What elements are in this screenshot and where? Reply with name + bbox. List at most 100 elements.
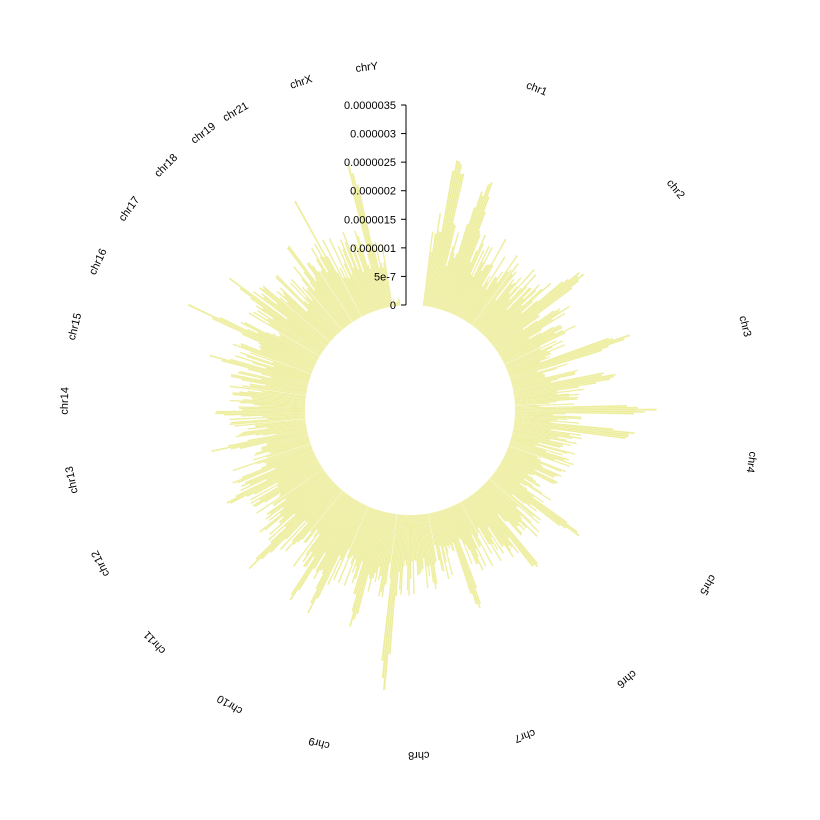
bar-chr21-8: [294, 200, 360, 319]
bar-chr6-30: [467, 497, 489, 528]
bar-chr18-7: [307, 310, 336, 337]
bar-chr2-42: [498, 318, 553, 354]
bar-chr8-7: [420, 514, 428, 567]
bar-chr3-12: [508, 338, 614, 376]
bar-chr6-25: [471, 494, 510, 546]
bar-chrX-26: [346, 163, 385, 309]
bar-chr6-11: [481, 486, 520, 527]
bar-chr18-0: [279, 297, 331, 342]
bar-chr9-11: [367, 512, 387, 592]
bar-chr6-5: [485, 482, 521, 517]
chromosome-label-chr3: chr3: [736, 315, 753, 339]
bar-chr6-8: [483, 484, 527, 529]
bar-chrX-19: [357, 247, 379, 311]
bar-chr6-3: [486, 481, 532, 523]
bar-chr14-15: [229, 399, 306, 405]
bar-chr13-12: [230, 431, 308, 450]
bar-chr6-12: [480, 486, 518, 527]
bar-chr1-2: [424, 233, 437, 307]
bar-chr4-8: [514, 413, 554, 416]
bar-chr6-27: [470, 495, 514, 558]
bar-chr10-21: [303, 496, 352, 567]
bar-chr5-27: [497, 467, 521, 484]
bar-chr2-10: [479, 269, 535, 332]
bar-chr2-29: [491, 271, 581, 345]
bar-chr17-2: [253, 311, 322, 355]
bar-chr2-47: [500, 326, 554, 358]
bar-chr4-11: [514, 415, 567, 420]
bar-chr1-5: [427, 231, 442, 307]
bar-chr2-36: [495, 328, 524, 350]
bar-chr6-29: [468, 496, 504, 548]
bar-chr4-30: [512, 433, 563, 446]
bar-chr14-16: [242, 399, 306, 405]
bar-chr2-27: [490, 281, 563, 343]
chromosome-label-chr16: chr16: [87, 247, 110, 277]
bar-chr7-24: [439, 510, 451, 545]
bar-chr14-14: [239, 401, 306, 406]
bar-chr1-47: [463, 275, 491, 320]
bar-chr16-18: [279, 335, 319, 359]
bar-chr2-46: [500, 332, 541, 358]
bar-chr7-36: [428, 513, 436, 546]
bar-chr14-0: [229, 417, 306, 425]
bar-chr4-3: [514, 406, 638, 410]
bar-chr3-5: [506, 344, 566, 370]
bar-chr2-2: [473, 271, 517, 327]
bar-chr11-15: [268, 480, 334, 541]
chromosome-label-chr21: chr21: [221, 100, 251, 124]
bar-chr7-9: [452, 505, 479, 565]
bar-chr4-2: [514, 404, 628, 409]
bar-chr7-31: [433, 512, 450, 580]
bar-chr11-18: [279, 478, 332, 524]
bar-chr17-16: [259, 287, 329, 345]
bar-chr21-3: [310, 248, 356, 321]
bar-chr1-14: [435, 265, 448, 309]
bar-chr4-23: [513, 426, 583, 440]
bar-chrX-30: [378, 267, 389, 308]
bar-chrX-18: [355, 244, 378, 311]
bar-chr8-28: [395, 514, 403, 597]
bar-chrX-22: [367, 264, 382, 310]
bar-chr9-14: [356, 511, 385, 614]
bar-chr9-16: [349, 511, 383, 627]
bar-chr3-43: [514, 398, 578, 404]
bar-chr10-28: [316, 492, 347, 531]
bar-chr3-4: [506, 350, 548, 369]
bar-chr19-8: [315, 280, 349, 326]
bar-chr8-17: [411, 514, 415, 595]
bar-chr8-6: [421, 514, 431, 577]
bar-chr1-1: [423, 251, 433, 307]
bar-chr18-8: [275, 276, 336, 337]
bar-chr9-18: [354, 510, 381, 595]
bar-chr18-12: [290, 282, 339, 334]
bar-chr5-7: [506, 451, 562, 477]
bar-chr3-25: [512, 371, 576, 388]
bar-chr3-2: [505, 340, 563, 368]
bar-chr13-4: [254, 438, 310, 456]
bar-chr10-30: [303, 491, 345, 543]
bar-chr10-1: [333, 505, 368, 581]
bar-chr16-2: [240, 343, 313, 373]
bar-chr13-1: [252, 441, 311, 461]
bar-chr2-49: [501, 325, 563, 360]
bar-chr3-31: [513, 373, 616, 393]
bar-chr16-8: [241, 333, 315, 368]
bar-chr1-37: [455, 246, 490, 316]
bar-chr2-21: [486, 305, 523, 339]
chromosome-label-chrY: chrY: [355, 60, 380, 75]
bar-chr5-5: [506, 450, 542, 466]
bar-chr17-5: [272, 318, 323, 353]
bar-chr5-41: [489, 478, 534, 517]
bar-chr14-17: [252, 398, 306, 404]
bar-chr7-15: [447, 507, 460, 539]
bar-chr2-20: [485, 289, 537, 338]
bar-chr11-7: [304, 486, 339, 522]
bar-chr1-21: [441, 207, 476, 311]
bar-chr8-3: [424, 513, 437, 590]
bar-chr2-44: [499, 328, 542, 356]
chromosome-label-chr6: chr6: [614, 667, 638, 690]
bar-chr1-31: [450, 250, 478, 314]
bar-chr6-39: [460, 501, 479, 533]
chromosome-label-chr18: chr18: [152, 152, 180, 180]
